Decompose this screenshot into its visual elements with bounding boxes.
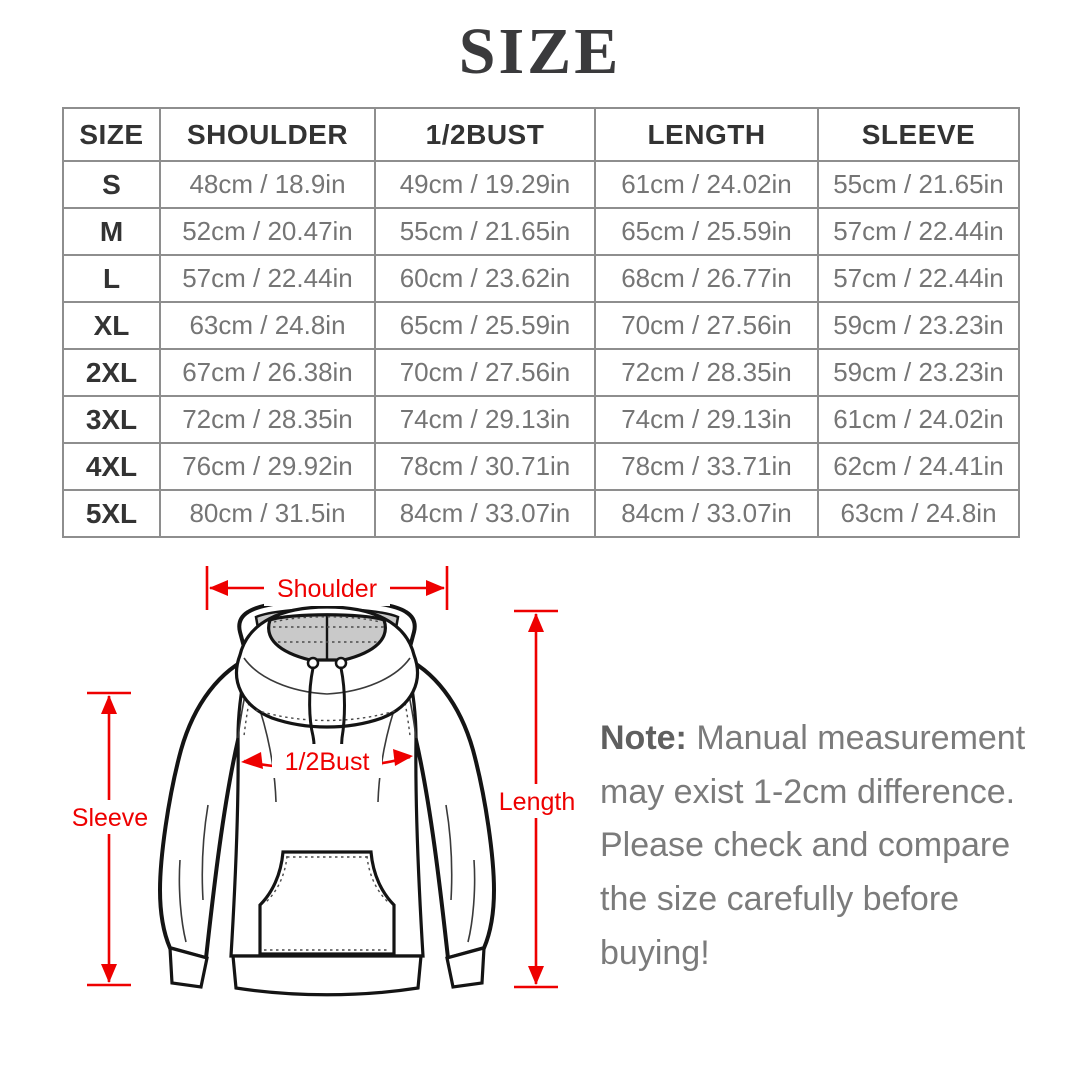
- header-bust: 1/2BUST: [374, 107, 596, 162]
- measurement-cell: 60cm / 23.62in: [374, 254, 596, 303]
- table-row: 3XL 72cm / 28.35in 74cm / 29.13in 74cm /…: [62, 395, 1020, 444]
- left-cuff: [168, 945, 209, 989]
- measurement-cell: 74cm / 29.13in: [374, 395, 596, 444]
- measurement-cell: 65cm / 25.59in: [374, 301, 596, 350]
- cowl-collar: [235, 605, 419, 729]
- measurement-cell: 67cm / 26.38in: [159, 348, 376, 397]
- left-sleeve-fold2: [178, 859, 187, 943]
- size-cell: 3XL: [62, 395, 161, 444]
- right-sleeve-fold2: [467, 859, 476, 943]
- hoodie-measurement-diagram: Shoulder Sleeve Length: [68, 566, 580, 997]
- collar-hem-stitch: [255, 709, 399, 722]
- sleeve-dimension: Sleeve: [68, 691, 152, 987]
- measurement-cell: 55cm / 21.65in: [374, 207, 596, 256]
- measurement-cell: 68cm / 26.77in: [594, 254, 819, 303]
- hoodie-drawing: [157, 598, 497, 997]
- pocket-stitch-right: [366, 855, 390, 904]
- measurement-cell: 57cm / 22.44in: [817, 207, 1020, 256]
- table-row: XL 63cm / 24.8in 65cm / 25.59in 70cm / 2…: [62, 301, 1020, 350]
- left-body-fold: [259, 709, 277, 803]
- measurement-cell: 57cm / 22.44in: [159, 254, 376, 303]
- size-cell: 4XL: [62, 442, 161, 491]
- left-sleeve-fold: [201, 804, 209, 901]
- header-sleeve: SLEEVE: [817, 107, 1020, 162]
- size-table: SIZE SHOULDER 1/2BUST LENGTH SLEEVE S 48…: [62, 107, 1020, 538]
- collar-top-stitch: [273, 616, 381, 623]
- measurement-cell: 63cm / 24.8in: [159, 301, 376, 350]
- sleeve-dimension-label: Sleeve: [72, 804, 148, 832]
- measurement-cell: 78cm / 33.71in: [594, 442, 819, 491]
- measurement-cell: 48cm / 18.9in: [159, 160, 376, 209]
- measurement-note: Note: Manual measurement may exist 1-2cm…: [600, 712, 1046, 981]
- size-cell: L: [62, 254, 161, 303]
- shoulder-dimension: Shoulder: [205, 566, 449, 610]
- measurement-cell: 80cm / 31.5in: [159, 489, 376, 538]
- measurement-cell: 59cm / 23.23in: [817, 301, 1020, 350]
- hem-band: [231, 954, 423, 997]
- measurement-cell: 55cm / 21.65in: [817, 160, 1020, 209]
- measurement-cell: 84cm / 33.07in: [594, 489, 819, 538]
- pocket: [258, 850, 396, 956]
- measurement-cell: 70cm / 27.56in: [594, 301, 819, 350]
- size-cell: M: [62, 207, 161, 256]
- right-cuff: [445, 945, 486, 989]
- table-header-row: SIZE SHOULDER 1/2BUST LENGTH SLEEVE: [62, 107, 1020, 162]
- measurement-cell: 61cm / 24.02in: [594, 160, 819, 209]
- measurement-cell: 72cm / 28.35in: [159, 395, 376, 444]
- measurement-cell: 78cm / 30.71in: [374, 442, 596, 491]
- measurement-cell: 62cm / 24.41in: [817, 442, 1020, 491]
- header-shoulder: SHOULDER: [159, 107, 376, 162]
- table-row: 5XL 80cm / 31.5in 84cm / 33.07in 84cm / …: [62, 489, 1020, 538]
- measurement-cell: 61cm / 24.02in: [817, 395, 1020, 444]
- measurement-cell: 49cm / 19.29in: [374, 160, 596, 209]
- size-cell: XL: [62, 301, 161, 350]
- measurement-cell: 65cm / 25.59in: [594, 207, 819, 256]
- pocket-stitch-left: [264, 855, 288, 904]
- measurement-cell: 52cm / 20.47in: [159, 207, 376, 256]
- right-eyelet: [334, 656, 348, 670]
- header-length: LENGTH: [594, 107, 819, 162]
- header-size: SIZE: [62, 107, 161, 162]
- right-sleeve-fold: [445, 804, 453, 901]
- measurement-cell: 70cm / 27.56in: [374, 348, 596, 397]
- collar-fold-right: [326, 657, 411, 695]
- measurement-cell: 76cm / 29.92in: [159, 442, 376, 491]
- dimension-annotations: Shoulder Sleeve Length: [68, 566, 580, 989]
- length-dimension-label: Length: [499, 788, 575, 816]
- page-title: SIZE: [458, 15, 622, 88]
- measurement-cell: 84cm / 33.07in: [374, 489, 596, 538]
- size-cell: 2XL: [62, 348, 161, 397]
- bust-dimension: 1/2Bust: [241, 744, 413, 778]
- measurement-cell: 59cm / 23.23in: [817, 348, 1020, 397]
- table-row: 2XL 67cm / 26.38in 70cm / 27.56in 72cm /…: [62, 348, 1020, 397]
- collar-fold-left: [243, 657, 328, 695]
- note-text: Manual measurement may exist 1-2cm diffe…: [600, 719, 1026, 972]
- table-row: L 57cm / 22.44in 60cm / 23.62in 68cm / 2…: [62, 254, 1020, 303]
- measurement-cell: 72cm / 28.35in: [594, 348, 819, 397]
- length-dimension: Length: [493, 609, 580, 989]
- bust-dimension-label: 1/2Bust: [285, 748, 370, 776]
- measurement-cell: 63cm / 24.8in: [817, 489, 1020, 538]
- size-cell: S: [62, 160, 161, 209]
- size-cell: 5XL: [62, 489, 161, 538]
- table-row: M 52cm / 20.47in 55cm / 21.65in 65cm / 2…: [62, 207, 1020, 256]
- table-row: 4XL 76cm / 29.92in 78cm / 30.71in 78cm /…: [62, 442, 1020, 491]
- right-body-fold: [377, 709, 395, 803]
- table-row: S 48cm / 18.9in 49cm / 19.29in 61cm / 24…: [62, 160, 1020, 209]
- shoulder-dimension-label: Shoulder: [277, 575, 377, 603]
- note-label: Note:: [600, 719, 687, 757]
- measurement-cell: 57cm / 22.44in: [817, 254, 1020, 303]
- measurement-cell: 74cm / 29.13in: [594, 395, 819, 444]
